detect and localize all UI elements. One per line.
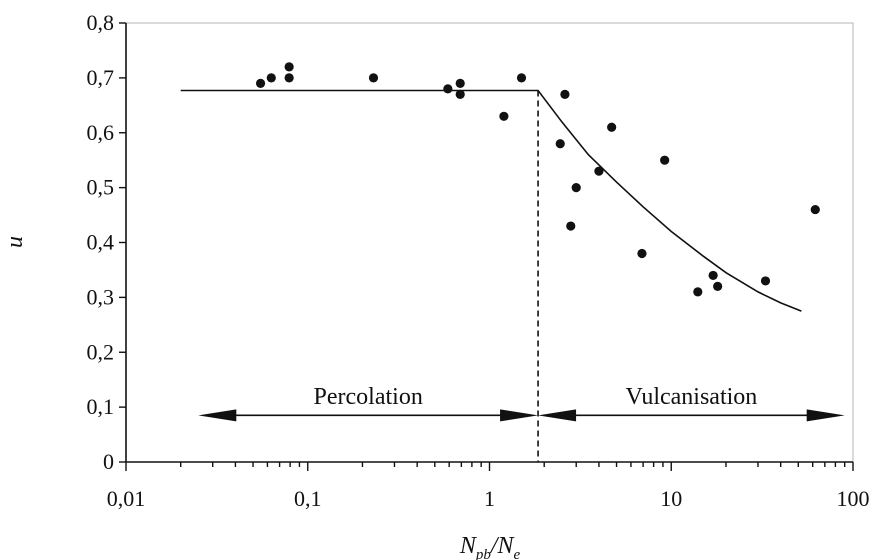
region-arrow-head-left [198,409,237,422]
data-point [607,122,617,132]
data-point [560,89,570,99]
y-tick-label: 0,1 [87,394,115,419]
x-axis-title-main: N [459,533,478,559]
region-arrow-head-right [806,409,845,422]
y-tick-label: 0 [103,449,114,474]
fit-line [180,89,802,312]
data-point [499,111,509,121]
data-point [516,73,527,83]
data-point [594,166,604,176]
data-point [566,221,576,231]
data-point [637,248,647,259]
x-ticks-layer: 0,01 0,1 1 10 100 [107,462,870,511]
y-tick-label: 0,2 [87,339,115,364]
regions-layer: Percolation Vulcanisation [198,384,845,422]
data-point [255,78,266,88]
y-tick-label: 0,4 [87,230,115,255]
x-tick-label: 1 [484,486,495,511]
y-tick-label: 0,7 [87,65,115,90]
data-point [443,84,453,94]
x-axis-title-subscript-2: e [514,547,521,560]
data-point [555,139,565,149]
x-axis-title-subscript-1: pb [475,547,492,560]
data-point [713,281,723,291]
data-point [660,155,670,165]
data-point [693,287,703,297]
region-label: Percolation [314,384,423,410]
y-tick-label: 0,3 [87,284,115,309]
data-point [455,89,465,99]
region-arrow-head-left [538,409,577,422]
x-axis-title-separator: /N [489,533,516,559]
y-tick-label: 0,8 [87,10,115,35]
x-tick-label: 10 [660,486,682,511]
data-point [708,270,718,281]
y-axis-title: u [2,236,28,248]
data-point [284,73,294,83]
y-ticks-layer: 0 0,1 0,2 0,3 0,4 0,5 0,6 0,7 0,8 [87,10,126,474]
points-layer [255,62,820,297]
data-point [368,73,379,83]
x-axis-title: Npb/Ne [459,533,521,560]
region-arrow-head-right [500,409,539,422]
x-tick-label: 0,1 [294,486,322,511]
x-tick-label: 100 [837,486,870,511]
data-point [266,73,276,83]
x-tick-label: 0,01 [107,486,146,511]
data-point [284,62,294,72]
y-tick-label: 0,6 [87,120,115,145]
y-tick-label: 0,5 [87,175,115,200]
data-point [760,276,771,286]
data-point [810,204,820,215]
data-point [571,183,581,193]
region-label: Vulcanisation [625,384,757,410]
data-point [455,78,465,88]
